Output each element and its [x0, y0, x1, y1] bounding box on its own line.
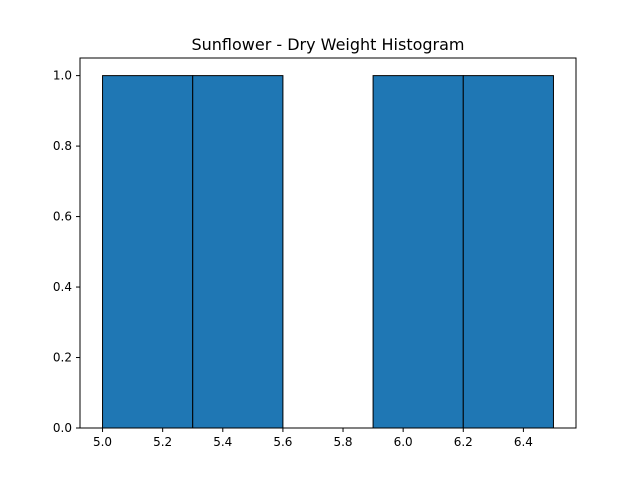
x-tick-label: 5.0	[93, 435, 112, 449]
x-tick-label: 6.0	[394, 435, 413, 449]
plot-frame	[79, 57, 577, 429]
x-tick-label: 5.8	[333, 435, 352, 449]
chart-title: Sunflower - Dry Weight Histogram	[191, 35, 464, 54]
y-tick-label: 0.0	[53, 421, 72, 435]
y-tick-label: 0.8	[53, 139, 72, 153]
x-tick-label: 6.2	[454, 435, 473, 449]
y-tick-label: 0.4	[53, 280, 72, 294]
bars	[102, 75, 554, 429]
histogram-bar-3	[372, 75, 464, 429]
histogram-bar-4	[462, 75, 554, 429]
y-tick-label: 0.6	[53, 210, 72, 224]
histogram-bar-1	[192, 75, 284, 429]
y-axis: 0.0 0.2 0.4 0.6 0.8 1.0	[53, 69, 80, 435]
x-tick-label: 6.4	[514, 435, 533, 449]
x-tick-label: 5.6	[273, 435, 292, 449]
x-tick-label: 5.4	[213, 435, 232, 449]
y-tick-label: 0.2	[53, 351, 72, 365]
x-tick-label: 5.2	[153, 435, 172, 449]
histogram-bar-0	[102, 75, 194, 429]
x-axis: 5.0 5.2 5.4 5.6 5.8 6.0 6.2 6.4	[93, 428, 533, 449]
y-tick-label: 1.0	[53, 69, 72, 83]
